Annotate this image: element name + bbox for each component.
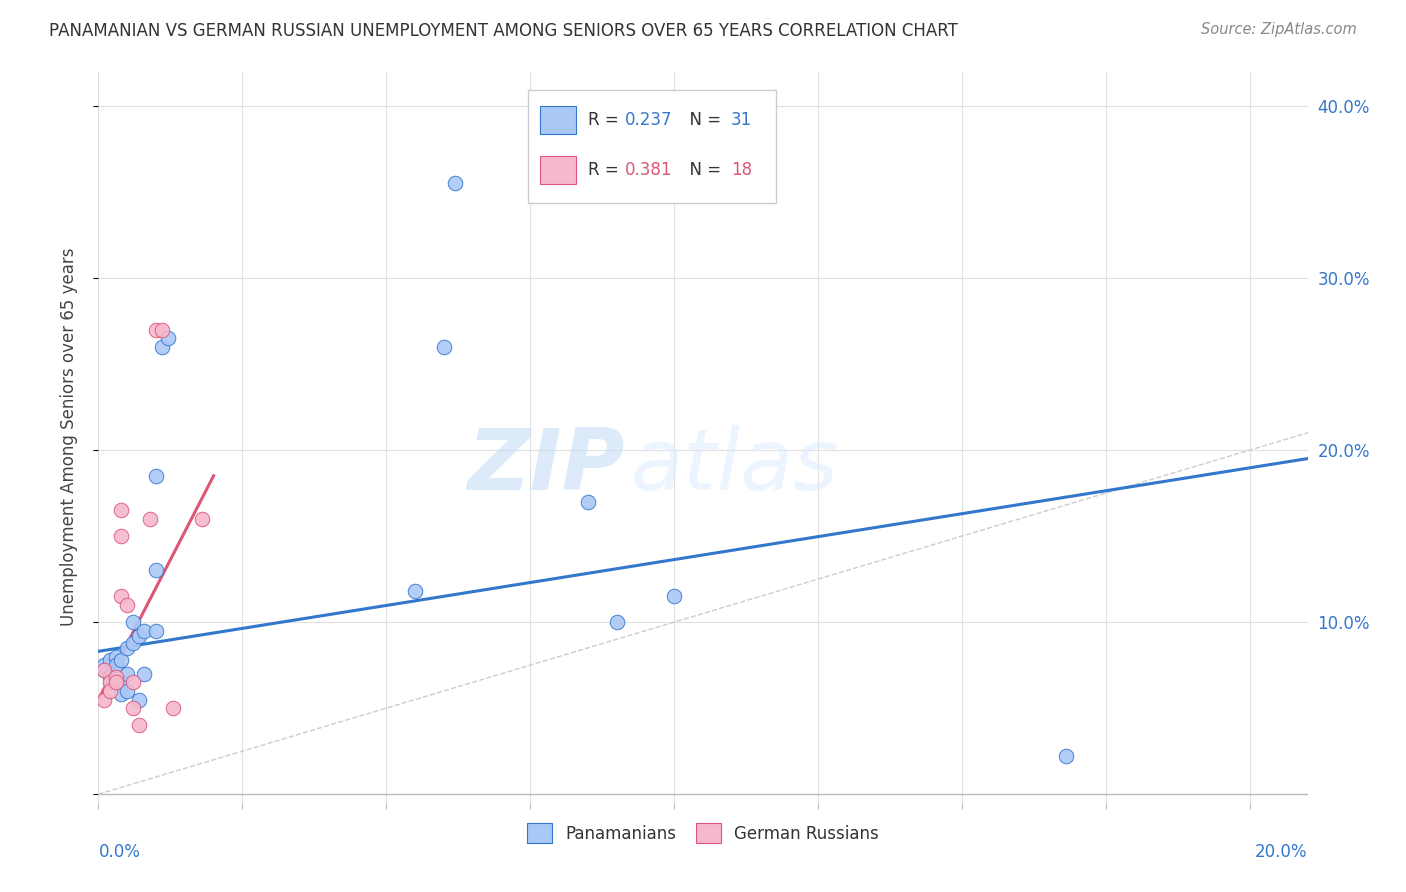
Point bbox=[128, 692, 150, 706]
Point bbox=[104, 670, 127, 684]
Point bbox=[110, 529, 132, 543]
Point bbox=[104, 649, 127, 664]
Point bbox=[134, 666, 156, 681]
Point bbox=[110, 675, 132, 690]
Point bbox=[115, 640, 138, 655]
Point bbox=[98, 653, 121, 667]
Point bbox=[433, 340, 456, 354]
Point bbox=[98, 675, 121, 690]
Point bbox=[128, 629, 150, 643]
Text: R =: R = bbox=[588, 161, 624, 179]
FancyBboxPatch shape bbox=[527, 90, 776, 203]
Text: atlas: atlas bbox=[630, 425, 838, 508]
Point bbox=[150, 322, 173, 336]
FancyBboxPatch shape bbox=[540, 156, 576, 184]
Point bbox=[93, 663, 115, 677]
Text: 0.237: 0.237 bbox=[624, 112, 672, 129]
FancyBboxPatch shape bbox=[540, 106, 576, 135]
Text: ZIP: ZIP bbox=[467, 425, 624, 508]
Point bbox=[444, 176, 467, 190]
Point bbox=[98, 684, 121, 698]
Legend: Panamanians, German Russians: Panamanians, German Russians bbox=[520, 817, 886, 849]
Point bbox=[145, 468, 167, 483]
Point bbox=[145, 564, 167, 578]
Point bbox=[104, 658, 127, 673]
Point bbox=[139, 512, 162, 526]
Y-axis label: Unemployment Among Seniors over 65 years: Unemployment Among Seniors over 65 years bbox=[59, 248, 77, 626]
Point bbox=[156, 331, 179, 345]
Point bbox=[1054, 749, 1077, 764]
Point bbox=[104, 675, 127, 690]
Point bbox=[98, 670, 121, 684]
Point bbox=[93, 663, 115, 677]
Point bbox=[93, 658, 115, 673]
Text: 18: 18 bbox=[731, 161, 752, 179]
Point bbox=[110, 503, 132, 517]
Point bbox=[93, 692, 115, 706]
Text: 31: 31 bbox=[731, 112, 752, 129]
Point bbox=[606, 615, 628, 629]
Point bbox=[404, 584, 426, 599]
Point bbox=[162, 701, 184, 715]
Point bbox=[664, 589, 686, 603]
Point bbox=[145, 322, 167, 336]
Point bbox=[191, 512, 214, 526]
Text: 0.0%: 0.0% bbox=[98, 843, 141, 861]
Text: 0.381: 0.381 bbox=[624, 161, 672, 179]
Text: PANAMANIAN VS GERMAN RUSSIAN UNEMPLOYMENT AMONG SENIORS OVER 65 YEARS CORRELATIO: PANAMANIAN VS GERMAN RUSSIAN UNEMPLOYMEN… bbox=[49, 22, 957, 40]
Point bbox=[145, 624, 167, 638]
Point bbox=[115, 684, 138, 698]
Point bbox=[150, 340, 173, 354]
Point bbox=[122, 636, 145, 650]
Text: R =: R = bbox=[588, 112, 624, 129]
Point bbox=[115, 666, 138, 681]
Text: Source: ZipAtlas.com: Source: ZipAtlas.com bbox=[1201, 22, 1357, 37]
Point bbox=[122, 675, 145, 690]
Point bbox=[110, 589, 132, 603]
Point bbox=[122, 701, 145, 715]
Point bbox=[115, 598, 138, 612]
Point bbox=[104, 675, 127, 690]
Text: N =: N = bbox=[679, 112, 725, 129]
Point bbox=[128, 718, 150, 732]
Point bbox=[576, 494, 599, 508]
Point bbox=[110, 687, 132, 701]
Point bbox=[110, 653, 132, 667]
Text: 20.0%: 20.0% bbox=[1256, 843, 1308, 861]
Point bbox=[134, 624, 156, 638]
Text: N =: N = bbox=[679, 161, 725, 179]
Point bbox=[122, 615, 145, 629]
